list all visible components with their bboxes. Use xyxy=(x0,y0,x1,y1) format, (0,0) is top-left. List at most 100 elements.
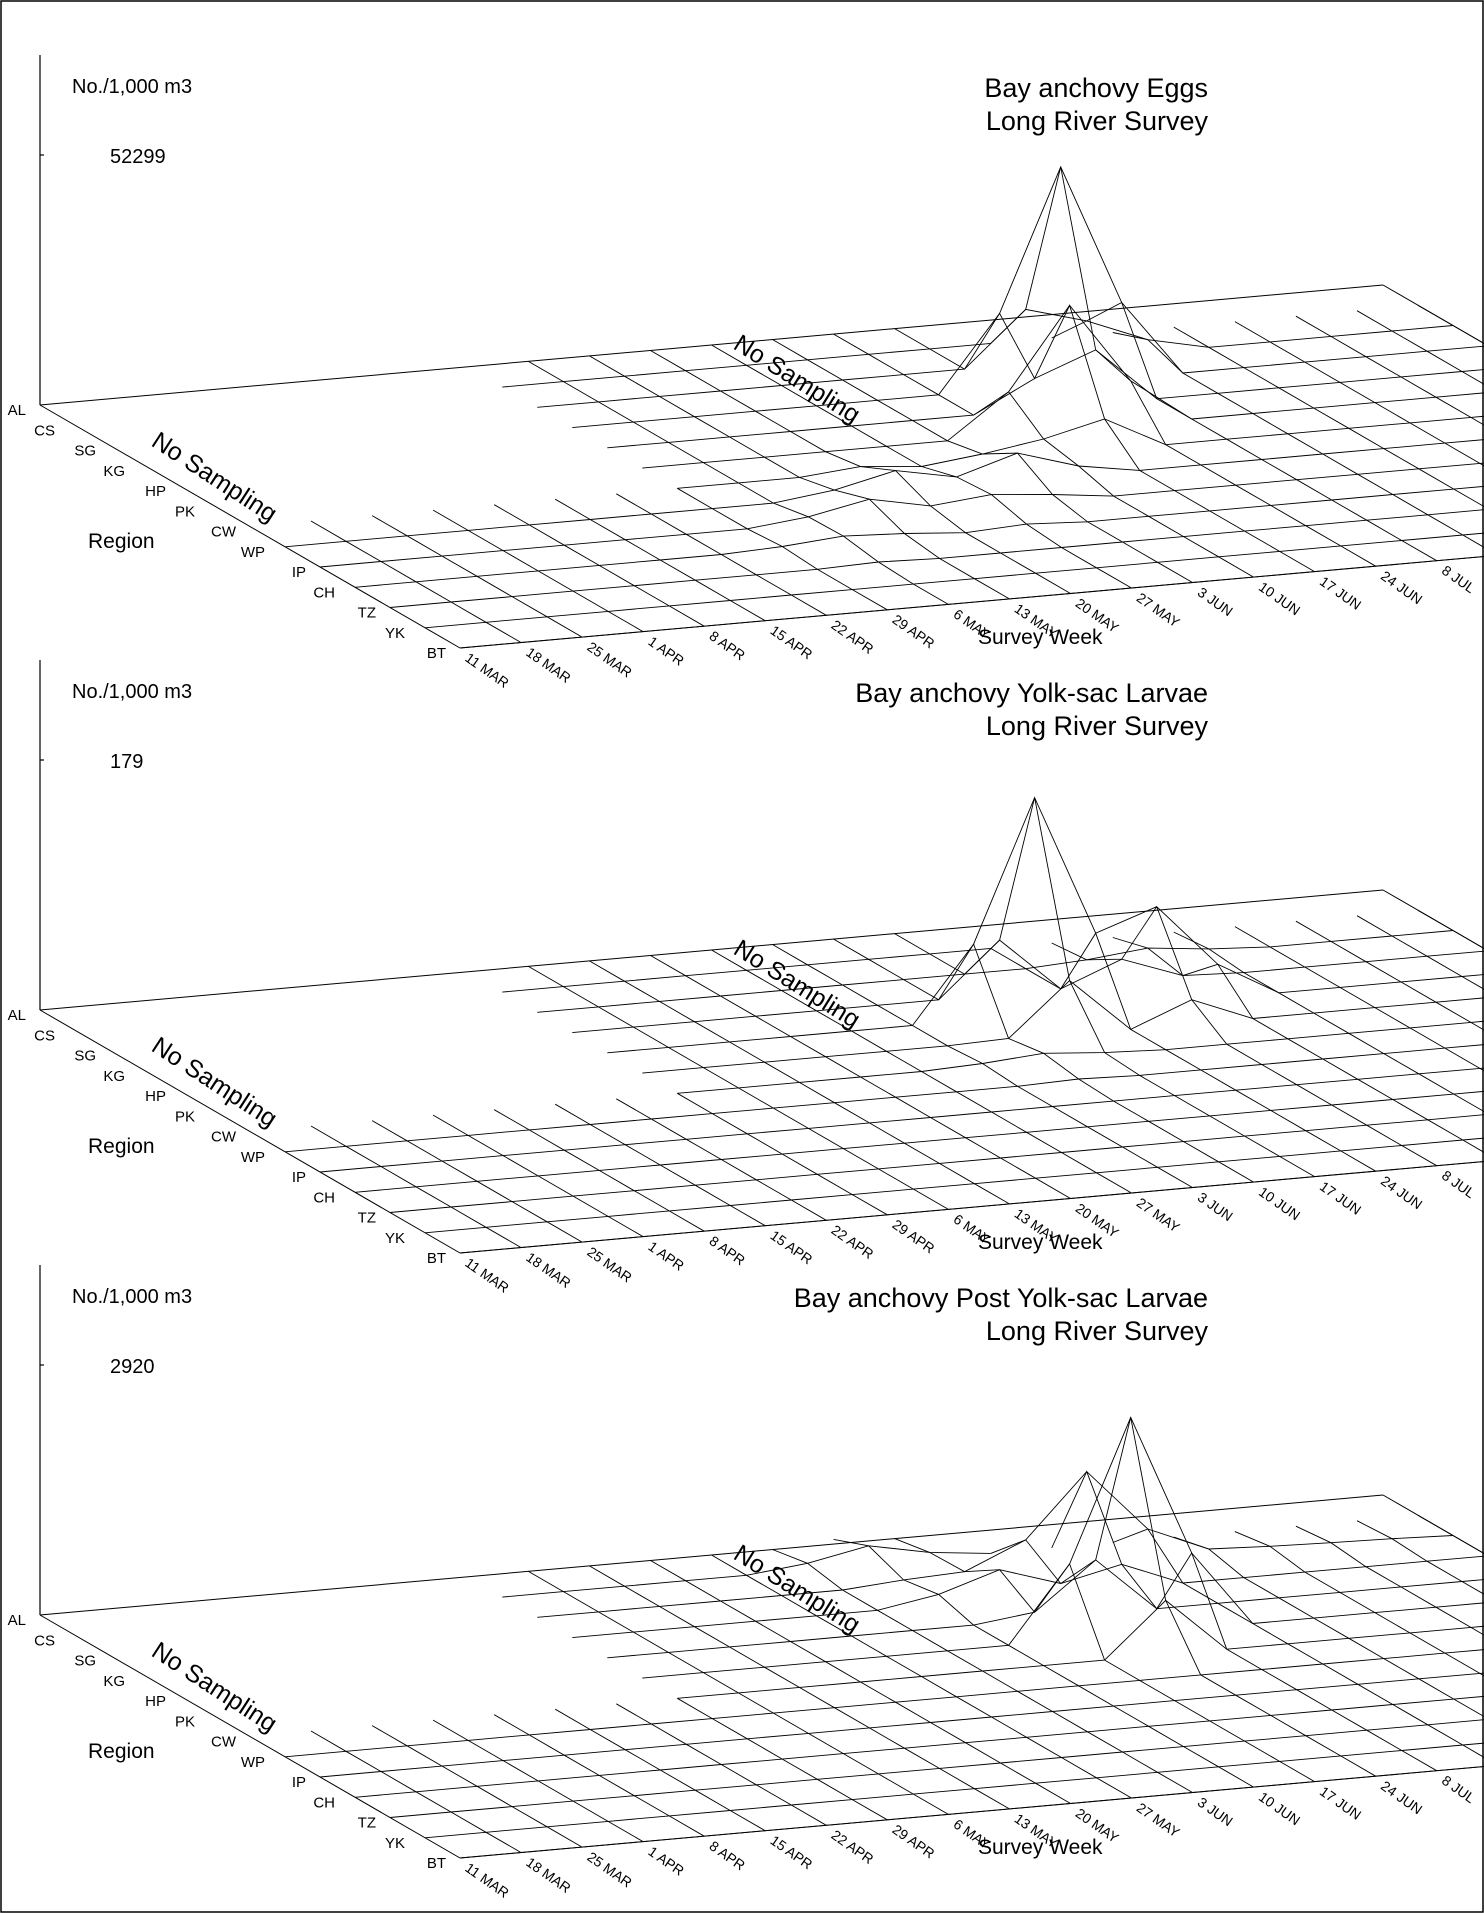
mesh-col-22-APR xyxy=(616,1098,827,1221)
mesh-col-10-JUN xyxy=(833,333,1254,578)
week-label-22-APR: 22 APR xyxy=(829,1827,877,1867)
week-label-3-JUN: 3 JUN xyxy=(1195,1794,1236,1829)
week-label-10-JUN: 10 JUN xyxy=(1256,1183,1303,1223)
region-label-WP: WP xyxy=(241,544,265,561)
no-sampling-right: No Sampling xyxy=(729,934,865,1034)
region-label-CW: CW xyxy=(211,1129,237,1146)
week-label-29-APR: 29 APR xyxy=(890,1216,938,1256)
mesh-col-24-JUN xyxy=(990,1417,1376,1777)
z-max-value: 179 xyxy=(110,751,143,773)
week-label-27-MAY: 27 MAY xyxy=(1134,1799,1184,1840)
region-label-HP: HP xyxy=(145,1088,166,1105)
no-sampling-right: No Sampling xyxy=(729,1539,865,1639)
floor-right-edge xyxy=(1382,1494,1484,1555)
chart-subtitle: Long River Survey xyxy=(986,106,1209,136)
week-label-8-JUL: 8 JUL xyxy=(1439,562,1478,596)
mesh-row-KG xyxy=(572,1555,1484,1639)
mesh-col-3-JUN xyxy=(772,944,1193,1188)
mesh-col-16-SEP xyxy=(1356,310,1484,385)
mesh-row-CH xyxy=(354,1695,1484,1798)
region-label-IP: IP xyxy=(292,564,306,581)
week-label-17-JUN: 17 JUN xyxy=(1317,573,1364,613)
region-label-SG: SG xyxy=(74,443,96,460)
mesh-col-30-SEP xyxy=(1417,909,1484,950)
no-sampling-right: No Sampling xyxy=(729,329,865,429)
floor-right-edge xyxy=(1382,284,1484,345)
region-label-TZ: TZ xyxy=(358,605,376,622)
week-label-25-MAR: 25 MAR xyxy=(584,1848,635,1890)
mesh-col-22-APR xyxy=(616,493,827,616)
region-label-KG: KG xyxy=(103,1068,125,1085)
region-label-PK: PK xyxy=(175,1108,195,1125)
region-label-HP: HP xyxy=(145,1693,166,1710)
week-label-18-MAR: 18 MAR xyxy=(523,1249,574,1291)
region-label-TZ: TZ xyxy=(358,1210,376,1227)
mesh-col-29-APR xyxy=(677,1092,888,1216)
week-axis-title: Survey Week xyxy=(978,1836,1103,1859)
region-label-CS: CS xyxy=(34,1027,55,1044)
mesh-col-8-APR xyxy=(493,504,705,627)
mesh-col-20-MAY xyxy=(650,955,1071,1199)
floor-left-edge xyxy=(39,1009,461,1254)
mesh-row-YK xyxy=(424,532,1484,629)
chart-title: Bay anchovy Yolk-sac Larvae xyxy=(855,678,1208,708)
week-label-25-MAR: 25 MAR xyxy=(584,1243,635,1285)
week-label-3-JUN: 3 JUN xyxy=(1195,584,1236,619)
region-label-WP: WP xyxy=(241,1149,265,1166)
mesh-col-17-JUN xyxy=(894,1538,1315,1782)
week-label-15-APR: 15 APR xyxy=(767,1832,815,1872)
mesh-col-27-MAY xyxy=(711,1554,1132,1799)
mesh-row-HP xyxy=(607,1559,1484,1659)
mesh-row-PK xyxy=(642,980,1484,1074)
mesh-row-CW xyxy=(677,415,1484,489)
mesh-col-2-SEP xyxy=(1295,920,1484,1031)
mesh-row-CW xyxy=(677,1020,1484,1094)
week-label-15-APR: 15 APR xyxy=(767,622,815,662)
mesh-col-5-AUG xyxy=(1173,326,1484,508)
mesh-col-20-MAY xyxy=(650,1560,1071,1804)
chart-subtitle: Long River Survey xyxy=(986,1316,1209,1346)
week-axis-title: Survey Week xyxy=(978,1231,1103,1254)
region-label-YK: YK xyxy=(385,1230,405,1247)
week-label-8-APR: 8 APR xyxy=(706,628,748,664)
mesh-col-15-APR xyxy=(554,498,766,622)
mesh-row-PK xyxy=(642,304,1484,469)
region-label-CW: CW xyxy=(211,1734,237,1751)
week-label-1-APR: 1 APR xyxy=(645,633,687,669)
mesh-col-22-APR xyxy=(616,1703,827,1826)
mesh-col-18-MAR xyxy=(310,1125,522,1248)
mesh-row-YK xyxy=(424,1137,1484,1234)
week-label-11-MAR: 11 MAR xyxy=(462,649,512,691)
floor-left-edge xyxy=(39,404,461,649)
region-label-IP: IP xyxy=(292,1774,306,1791)
region-label-CH: CH xyxy=(313,584,335,601)
chart-title: Bay anchovy Eggs xyxy=(984,73,1208,103)
mesh-col-1-APR xyxy=(432,509,644,632)
no-sampling-left: No Sampling xyxy=(147,1032,282,1133)
mesh-col-25-MAR xyxy=(371,515,583,638)
mesh-col-8-JUL xyxy=(1051,301,1437,562)
week-label-11-MAR: 11 MAR xyxy=(462,1254,512,1296)
region-label-AL: AL xyxy=(8,1612,26,1629)
mesh-col-22-JUL xyxy=(1112,332,1484,548)
mesh-col-8-JUL xyxy=(1051,905,1437,1167)
region-label-WP: WP xyxy=(241,1754,265,1771)
week-label-29-APR: 29 APR xyxy=(890,1821,938,1861)
week-label-22-APR: 22 APR xyxy=(829,1222,877,1262)
mesh-col-27-MAY xyxy=(711,949,1132,1194)
mesh-row-PK xyxy=(642,1416,1484,1679)
mesh-col-10-JUN xyxy=(833,938,1254,1183)
z-axis-title: No./1,000 m3 xyxy=(72,1286,192,1308)
mesh-col-2-SEP xyxy=(1295,315,1484,426)
region-label-KG: KG xyxy=(103,463,125,480)
region-label-CH: CH xyxy=(313,1189,335,1206)
region-axis-title: Region xyxy=(88,1135,155,1158)
region-label-BT: BT xyxy=(427,1855,446,1872)
mesh-row-HP xyxy=(607,796,1484,1054)
region-label-AL: AL xyxy=(8,1007,26,1024)
mesh-col-18-MAR xyxy=(310,520,522,643)
